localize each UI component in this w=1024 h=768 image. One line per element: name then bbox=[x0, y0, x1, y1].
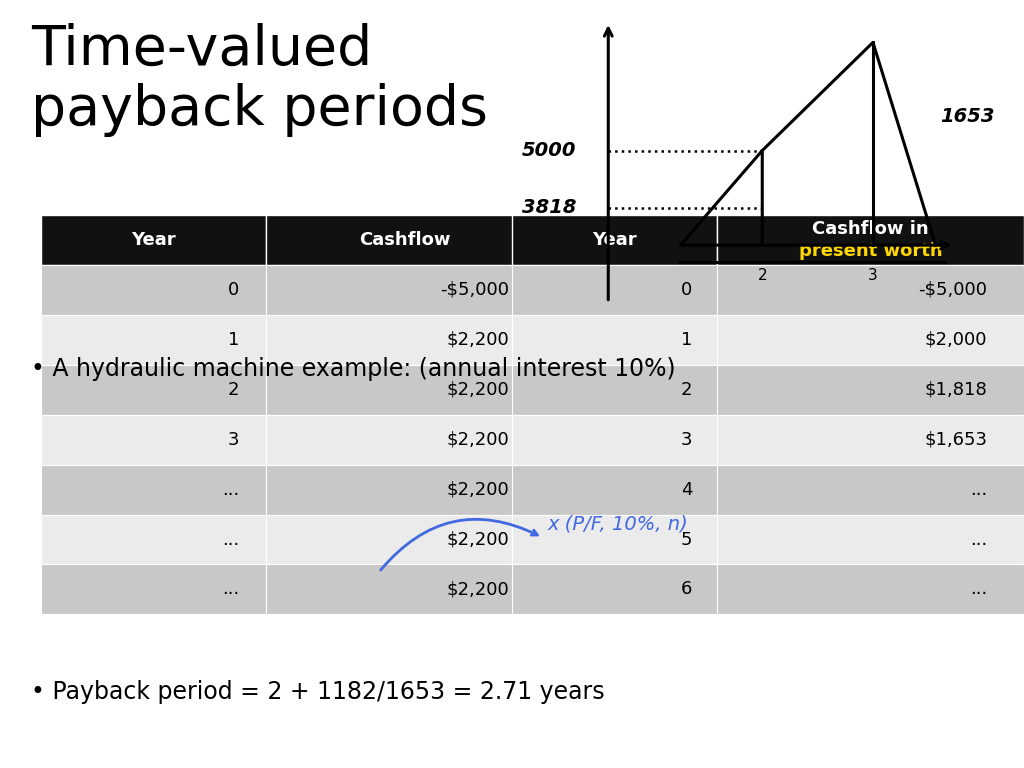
Text: Time-valued
payback periods: Time-valued payback periods bbox=[31, 23, 487, 137]
Bar bbox=[717, 415, 1024, 465]
Bar bbox=[512, 465, 717, 515]
Bar bbox=[266, 315, 543, 365]
Text: -$5,000: -$5,000 bbox=[919, 281, 987, 299]
Bar bbox=[717, 215, 1024, 265]
Text: ...: ... bbox=[222, 531, 240, 548]
Bar bbox=[512, 515, 717, 564]
Text: • A hydraulic machine example: (annual interest 10%): • A hydraulic machine example: (annual i… bbox=[31, 357, 676, 381]
Bar bbox=[512, 365, 717, 415]
Bar bbox=[512, 265, 717, 315]
Text: 3: 3 bbox=[227, 431, 240, 449]
Bar bbox=[41, 315, 266, 365]
Bar bbox=[266, 515, 543, 564]
Text: 1: 1 bbox=[227, 331, 240, 349]
Text: $2,200: $2,200 bbox=[446, 531, 510, 548]
Text: 3: 3 bbox=[868, 268, 878, 283]
Text: 5: 5 bbox=[681, 531, 692, 548]
Text: • Payback period = 2 + 1182/1653 = 2.71 years: • Payback period = 2 + 1182/1653 = 2.71 … bbox=[31, 680, 604, 703]
Text: 2: 2 bbox=[681, 381, 692, 399]
Bar bbox=[41, 564, 266, 614]
Bar bbox=[717, 564, 1024, 614]
Bar bbox=[266, 415, 543, 465]
Bar bbox=[266, 465, 543, 515]
Text: 3: 3 bbox=[681, 431, 692, 449]
Bar bbox=[41, 415, 266, 465]
Bar bbox=[717, 465, 1024, 515]
Text: 0: 0 bbox=[681, 281, 692, 299]
Text: present worth: present worth bbox=[799, 242, 942, 260]
Text: $2,200: $2,200 bbox=[446, 481, 510, 498]
Text: 5000: 5000 bbox=[521, 141, 577, 160]
Text: Year: Year bbox=[592, 231, 637, 249]
Text: 4: 4 bbox=[681, 481, 692, 498]
Bar bbox=[717, 515, 1024, 564]
Text: 1: 1 bbox=[681, 331, 692, 349]
Text: ...: ... bbox=[222, 581, 240, 598]
Text: $1,818: $1,818 bbox=[925, 381, 987, 399]
Bar bbox=[717, 315, 1024, 365]
Text: 2: 2 bbox=[758, 268, 767, 283]
Text: ...: ... bbox=[970, 531, 987, 548]
Text: ...: ... bbox=[970, 481, 987, 498]
Text: 3818: 3818 bbox=[521, 198, 577, 217]
Text: -$5,000: -$5,000 bbox=[440, 281, 510, 299]
Text: 0: 0 bbox=[228, 281, 240, 299]
Text: 6: 6 bbox=[681, 581, 692, 598]
Text: $2,200: $2,200 bbox=[446, 431, 510, 449]
Text: ...: ... bbox=[222, 481, 240, 498]
Bar bbox=[512, 564, 717, 614]
Bar bbox=[41, 265, 266, 315]
Bar bbox=[41, 365, 266, 415]
Bar bbox=[266, 564, 543, 614]
Text: 2: 2 bbox=[227, 381, 240, 399]
Text: $2,200: $2,200 bbox=[446, 581, 510, 598]
Text: Year: Year bbox=[131, 231, 176, 249]
Bar bbox=[266, 215, 543, 265]
Bar bbox=[266, 265, 543, 315]
Bar bbox=[717, 365, 1024, 415]
Text: $2,000: $2,000 bbox=[925, 331, 987, 349]
Bar bbox=[512, 415, 717, 465]
Text: Cashflow: Cashflow bbox=[358, 231, 451, 249]
Bar bbox=[41, 515, 266, 564]
Bar bbox=[266, 365, 543, 415]
Bar bbox=[512, 215, 717, 265]
Text: $2,200: $2,200 bbox=[446, 381, 510, 399]
Text: 1653: 1653 bbox=[940, 108, 995, 126]
Bar bbox=[41, 215, 266, 265]
Bar bbox=[717, 265, 1024, 315]
Bar bbox=[41, 465, 266, 515]
Text: Cashflow in: Cashflow in bbox=[812, 220, 929, 238]
Text: ...: ... bbox=[970, 581, 987, 598]
Text: $2,200: $2,200 bbox=[446, 331, 510, 349]
Text: $1,653: $1,653 bbox=[924, 431, 987, 449]
Bar bbox=[512, 315, 717, 365]
Text: x (P/F, 10%, n): x (P/F, 10%, n) bbox=[548, 515, 688, 534]
